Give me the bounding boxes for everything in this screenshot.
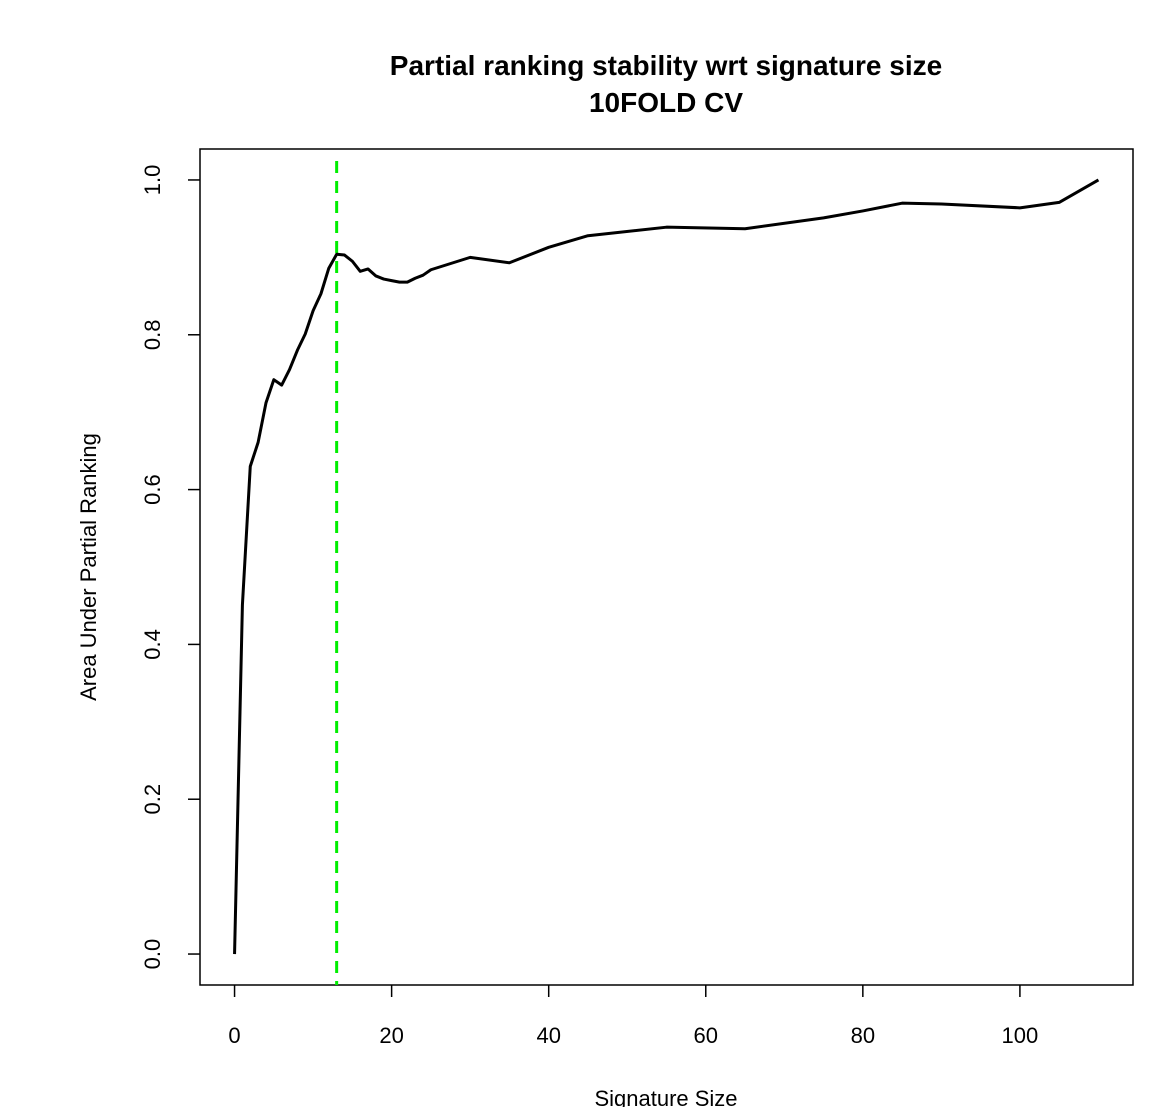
y-tick-label: 0.4 — [140, 629, 165, 660]
chart-subtitle: 10FOLD CV — [589, 87, 743, 118]
y-tick-label: 1.0 — [140, 165, 165, 196]
x-tick-label: 80 — [851, 1023, 875, 1048]
x-tick-label: 20 — [379, 1023, 403, 1048]
y-tick-label: 0.0 — [140, 939, 165, 970]
x-tick-label: 60 — [694, 1023, 718, 1048]
data-line — [233, 178, 1100, 955]
chart-title: Partial ranking stability wrt signature … — [390, 50, 942, 81]
y-tick-label: 0.6 — [140, 474, 165, 505]
x-tick-label: 40 — [536, 1023, 560, 1048]
y-axis-label: Area Under Partial Ranking — [76, 433, 101, 701]
x-tick-label: 0 — [228, 1023, 240, 1048]
plot-frame — [199, 148, 1134, 986]
y-tick-label: 0.2 — [140, 784, 165, 815]
x-tick-label: 100 — [1002, 1023, 1039, 1048]
x-axis-label: Signature Size — [594, 1086, 737, 1107]
y-tick-label: 0.8 — [140, 319, 165, 350]
